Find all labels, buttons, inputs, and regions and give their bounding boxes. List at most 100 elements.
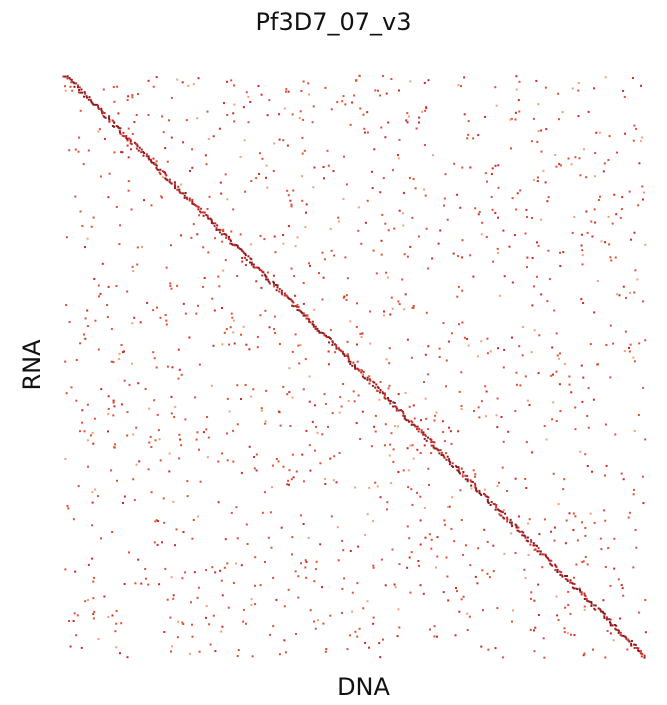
- contact-point: [397, 393, 400, 396]
- contact-point: [181, 621, 184, 624]
- contact-point: [154, 520, 157, 523]
- contact-point: [298, 117, 301, 119]
- contact-point: [394, 586, 397, 589]
- contact-point: [628, 346, 630, 349]
- contact-point: [323, 393, 326, 396]
- contact-point: [351, 591, 354, 594]
- contact-point: [404, 293, 407, 296]
- contact-point: [397, 608, 400, 611]
- contact-point: [184, 418, 187, 421]
- contact-point: [563, 631, 566, 634]
- diagonal-contact-point: [576, 588, 579, 590]
- diagonal-contact-point: [588, 600, 591, 603]
- contact-point: [489, 350, 492, 353]
- contact-point: [492, 570, 495, 573]
- contact-point: [265, 176, 267, 179]
- diagonal-contact-point: [334, 343, 336, 346]
- diagonal-contact-point: [525, 539, 528, 542]
- contact-point: [345, 294, 348, 297]
- diagonal-contact-point: [376, 385, 379, 388]
- diagonal-contact-point: [448, 458, 451, 461]
- diagonal-contact-point: [125, 135, 128, 137]
- contact-point: [540, 218, 543, 221]
- diagonal-contact-point: [432, 441, 435, 443]
- diagonal-contact-point: [393, 401, 396, 404]
- contact-point: [443, 440, 446, 443]
- contact-point: [107, 430, 109, 433]
- contact-point: [577, 82, 580, 84]
- diagonal-contact-point: [164, 173, 167, 176]
- contact-point: [513, 234, 516, 237]
- diagonal-contact-point: [538, 550, 541, 553]
- contact-point: [64, 360, 67, 363]
- contact-point: [264, 309, 267, 312]
- diagonal-contact-point: [88, 96, 91, 99]
- diagonal-contact-point: [486, 495, 489, 498]
- contact-point: [410, 356, 413, 359]
- diagonal-contact-point: [495, 504, 498, 507]
- diagonal-contact-point: [267, 279, 270, 282]
- contact-point: [374, 430, 377, 433]
- diagonal-contact-point: [197, 206, 200, 209]
- contact-point: [372, 616, 375, 619]
- diagonal-contact-point: [368, 378, 371, 381]
- contact-point: [126, 411, 129, 414]
- contact-point: [518, 110, 521, 113]
- diagonal-contact-point: [395, 406, 398, 409]
- contact-point: [280, 526, 283, 529]
- contact-point: [71, 89, 74, 92]
- diagonal-contact-point: [349, 363, 352, 365]
- contact-point: [486, 180, 488, 183]
- contact-point: [501, 466, 504, 469]
- contact-point: [241, 260, 244, 263]
- contact-point: [113, 405, 116, 408]
- contact-point: [460, 467, 463, 470]
- contact-point: [382, 75, 385, 77]
- contact-point: [305, 211, 307, 214]
- contact-point: [232, 208, 235, 211]
- contact-point: [307, 536, 310, 539]
- contact-point: [107, 196, 110, 199]
- contact-point: [182, 302, 185, 305]
- diagonal-contact-point: [381, 390, 384, 393]
- diagonal-contact-point: [466, 480, 469, 483]
- diagonal-contact-point: [494, 503, 497, 506]
- contact-point: [615, 213, 618, 216]
- contact-point: [578, 157, 581, 160]
- diagonal-contact-point: [134, 142, 137, 145]
- contact-point: [343, 577, 346, 580]
- contact-point: [92, 597, 95, 600]
- contact-point: [519, 384, 522, 387]
- diagonal-contact-point: [585, 598, 588, 600]
- contact-point: [94, 319, 97, 322]
- contact-point: [152, 157, 155, 160]
- contact-point: [574, 156, 577, 159]
- diagonal-contact-point: [115, 125, 118, 128]
- contact-point: [184, 312, 187, 315]
- contact-point: [604, 656, 607, 659]
- contact-point: [617, 578, 620, 581]
- contact-point: [87, 563, 90, 566]
- contact-point: [462, 553, 465, 556]
- diagonal-contact-point: [382, 392, 384, 395]
- contact-point: [462, 595, 465, 598]
- diagonal-contact-point: [302, 314, 305, 317]
- diagonal-contact-point: [413, 424, 416, 427]
- contact-point: [594, 152, 597, 154]
- diagonal-contact-point: [249, 261, 251, 264]
- contact-point: [246, 543, 249, 545]
- contact-point: [123, 350, 125, 353]
- contact-point: [356, 582, 359, 585]
- contact-point: [410, 551, 413, 554]
- contact-point: [390, 296, 393, 299]
- contact-point: [561, 111, 564, 114]
- contact-point: [308, 375, 311, 378]
- contact-point: [484, 172, 487, 175]
- contact-point: [97, 284, 100, 287]
- contact-point: [135, 463, 138, 466]
- contact-point: [360, 242, 363, 245]
- diagonal-contact-point: [377, 387, 380, 389]
- contact-point: [366, 131, 369, 134]
- contact-point: [453, 540, 456, 543]
- diagonal-contact-point: [457, 469, 460, 472]
